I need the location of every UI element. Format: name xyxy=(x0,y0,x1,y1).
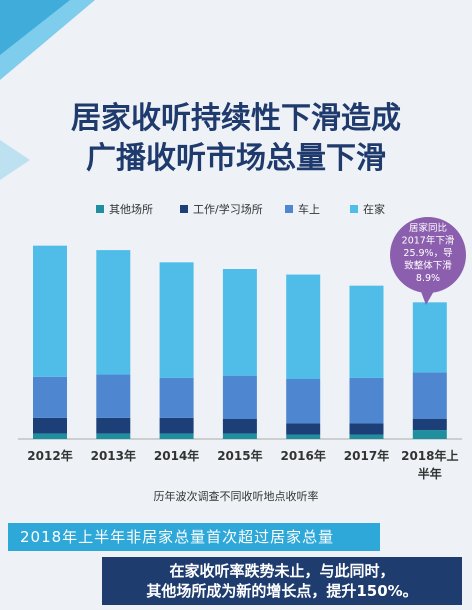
bar-segment xyxy=(96,374,131,418)
annotation-pointer xyxy=(420,289,434,305)
annotation-text: 居家同比 xyxy=(409,222,447,234)
bar-segment xyxy=(286,423,321,435)
bar-segment xyxy=(286,434,321,439)
bar-segment xyxy=(222,419,257,434)
x-tick-label: 2012年 xyxy=(27,448,72,463)
annotation-bubble xyxy=(390,217,466,293)
bar-segment xyxy=(33,417,67,434)
legend-label: 其他场所 xyxy=(109,202,153,216)
annotation-text: 致整体下滑 xyxy=(404,260,452,272)
annotation-text: 8.9% xyxy=(416,273,440,284)
summary-line-1: 在家收听率跌势未止，与此同时， xyxy=(169,562,395,580)
x-tick-label: 半年 xyxy=(418,466,442,481)
highlight-banner: 2018年上半年非居家总量首次超过居家总量 xyxy=(8,523,380,551)
bar-segment xyxy=(412,430,447,439)
bar-segment xyxy=(286,379,321,424)
bar-segment xyxy=(33,245,67,377)
x-tick-label: 2018年上 xyxy=(401,448,458,463)
bar-segment xyxy=(412,302,447,373)
title-line-1: 居家收听持续性下滑造成 xyxy=(71,101,401,136)
bar-segment xyxy=(159,377,194,418)
bar-segment xyxy=(222,375,257,419)
x-tick-label: 2016年 xyxy=(280,448,325,463)
bar-segment xyxy=(349,377,384,424)
annotation-text: 2017年下滑 xyxy=(402,235,455,247)
legend-label: 工作/学习场所 xyxy=(193,202,263,216)
bar-segment xyxy=(33,433,67,439)
bar-segment xyxy=(349,423,384,435)
summary-banner: 在家收听率跌势未止，与此同时， 其他场所成为新的增长点，提升150%。 xyxy=(102,557,462,605)
bar-segment xyxy=(33,376,67,418)
legend-swatch xyxy=(96,205,104,213)
bar-segment xyxy=(349,434,384,439)
chart-caption: 历年波次调查不同收听地点收听率 xyxy=(153,490,319,503)
bar-segment xyxy=(96,250,131,375)
x-tick-label: 2014年 xyxy=(154,448,199,463)
bar-segment xyxy=(159,433,194,439)
bar-segment xyxy=(222,433,257,439)
bar-segment xyxy=(159,417,194,434)
bar-segment xyxy=(96,433,131,439)
bar-segment xyxy=(159,262,194,378)
legend-swatch xyxy=(285,205,293,213)
bar-segment xyxy=(222,269,257,376)
bar-segment xyxy=(412,419,447,431)
annotation-text: 25.9%，导 xyxy=(403,248,452,259)
x-tick-label: 2013年 xyxy=(91,448,136,463)
legend-label: 在家 xyxy=(363,202,385,216)
legend-label: 车上 xyxy=(298,202,320,216)
bar-segment xyxy=(349,285,384,378)
x-tick-label: 2017年 xyxy=(344,448,389,463)
summary-line-2: 其他场所成为新的增长点，提升150%。 xyxy=(146,582,418,600)
bar-segment xyxy=(286,274,321,379)
legend-swatch xyxy=(350,205,358,213)
bar-segment xyxy=(412,372,447,419)
legend-swatch xyxy=(180,205,188,213)
stacked-bar-chart: 其他场所 工作/学习场所 车上 在家 2012年 2013年 2014年 2015年 2016年… xyxy=(18,202,466,481)
title-line-2: 广播收听市场总量下滑 xyxy=(86,141,386,176)
bar-segment xyxy=(96,417,131,434)
x-tick-label: 2015年 xyxy=(217,448,262,463)
